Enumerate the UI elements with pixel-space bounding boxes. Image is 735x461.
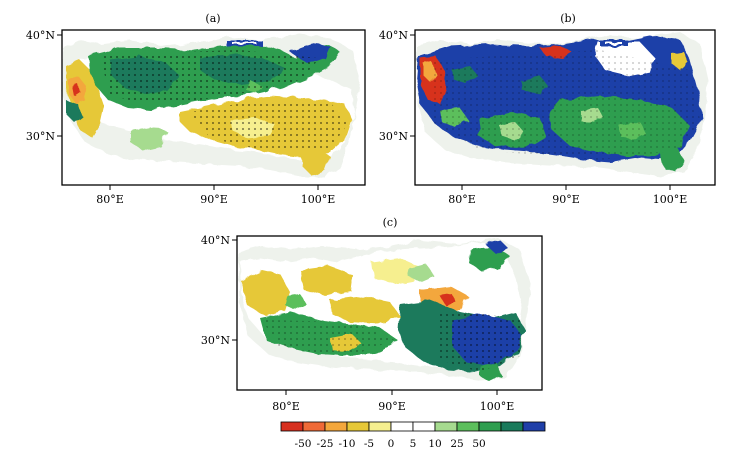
colorbar-box: [280, 421, 304, 432]
panel-b-map: [414, 29, 716, 186]
panel-c-lat-30: 30°N: [201, 334, 230, 347]
colorbar-box: [324, 421, 348, 432]
panel-b-lon-90: 90°E: [552, 193, 580, 206]
panel-c-lon-90: 90°E: [378, 400, 406, 413]
colorbar-label-neg50: -50: [295, 438, 312, 450]
colorbar-box: [478, 421, 502, 432]
panel-a-label: (a): [205, 12, 220, 25]
colorbar-box: [302, 421, 326, 432]
colorbar-label-neg10: -10: [339, 438, 356, 450]
colorbar-box: [412, 421, 436, 432]
panel-a-lat-40: 40°N: [26, 29, 55, 42]
panel-c-label: (c): [383, 216, 398, 229]
panel-b-lon-80: 80°E: [448, 193, 476, 206]
panel-a-lon-80: 80°E: [96, 193, 124, 206]
panel-b-lat-30: 30°N: [379, 130, 408, 143]
colorbar-box: [456, 421, 480, 432]
panel-c-lat-40: 40°N: [201, 234, 230, 247]
panel-c-map: [236, 235, 543, 391]
panel-b-label: (b): [560, 12, 576, 25]
colorbar-label-50: 50: [472, 438, 485, 450]
colorbar-box: [500, 421, 524, 432]
colorbar-box: [346, 421, 370, 432]
colorbar-label-10: 10: [428, 438, 441, 450]
panel-c-frame: [236, 235, 543, 391]
colorbar-box: [434, 421, 458, 432]
panel-a-lon-90: 90°E: [200, 193, 228, 206]
panel-a-lat-30: 30°N: [26, 130, 55, 143]
panel-b-lat-40: 40°N: [379, 29, 408, 42]
colorbar-boxes: [280, 421, 546, 432]
panel-c-lon-80: 80°E: [272, 400, 300, 413]
colorbar-box: [522, 421, 546, 432]
colorbar-label-neg5: -5: [364, 438, 374, 450]
colorbar-label-0: 0: [388, 438, 395, 450]
panel-b-lon-100: 100°E: [653, 193, 688, 206]
colorbar-box: [368, 421, 392, 432]
panel-c-lon-100: 100°E: [480, 400, 515, 413]
panel-a-lon-100: 100°E: [301, 193, 336, 206]
colorbar: -50 -25 -10 -5 0 5 10 25 50: [280, 421, 546, 450]
panel-a-map: [61, 29, 366, 186]
panel-a: (a): [26, 12, 366, 206]
colorbar-label-neg25: -25: [317, 438, 334, 450]
panel-b: (b): [379, 12, 716, 206]
panel-c: (c): [201, 216, 543, 413]
colorbar-box: [390, 421, 414, 432]
colorbar-label-25: 25: [450, 438, 463, 450]
panel-b-frame: [414, 29, 716, 186]
colorbar-label-5: 5: [410, 438, 417, 450]
